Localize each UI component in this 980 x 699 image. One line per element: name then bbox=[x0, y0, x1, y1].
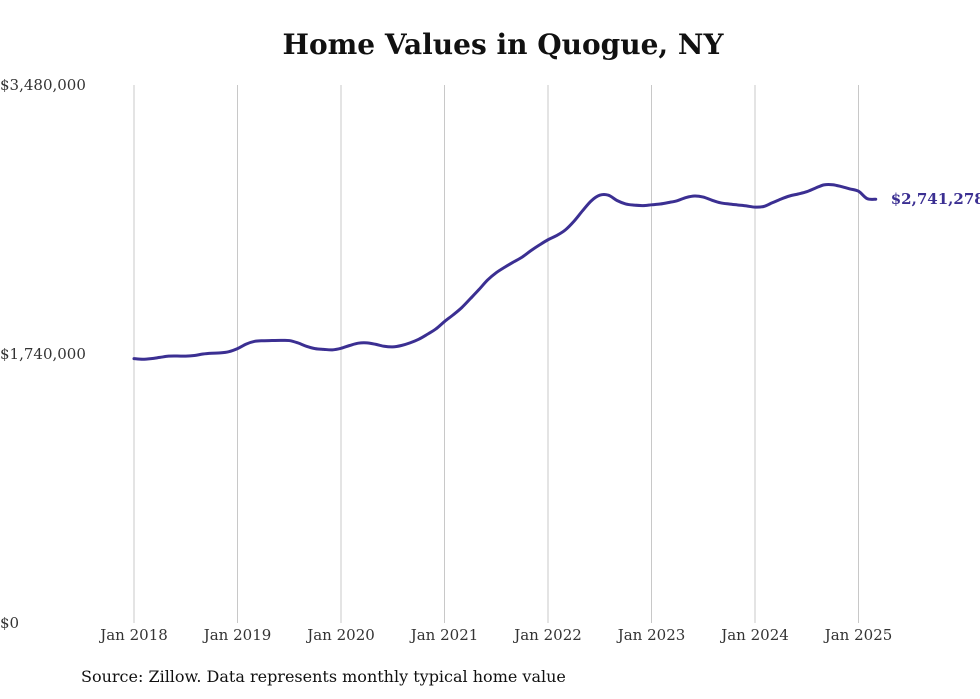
y-tick-label: $0 bbox=[0, 614, 19, 632]
y-tick-label: $1,740,000 bbox=[0, 345, 86, 363]
x-tick-label: Jan 2020 bbox=[305, 626, 375, 644]
x-tick-label: Jan 2021 bbox=[409, 626, 479, 644]
x-tick-label: Jan 2024 bbox=[719, 626, 789, 644]
x-tick-label: Jan 2022 bbox=[512, 626, 582, 644]
series-line bbox=[132, 182, 878, 361]
y-tick-label: $3,480,000 bbox=[0, 76, 86, 94]
x-tick-label: Jan 2025 bbox=[823, 626, 893, 644]
source-note: Source: Zillow. Data represents monthly … bbox=[81, 667, 566, 686]
x-tick-label: Jan 2019 bbox=[202, 626, 272, 644]
x-tick-label: Jan 2018 bbox=[98, 626, 168, 644]
chart-title: Home Values in Quogue, NY bbox=[282, 28, 724, 61]
end-value-label: $2,741,278 bbox=[891, 190, 980, 208]
x-tick-label: Jan 2023 bbox=[616, 626, 686, 644]
